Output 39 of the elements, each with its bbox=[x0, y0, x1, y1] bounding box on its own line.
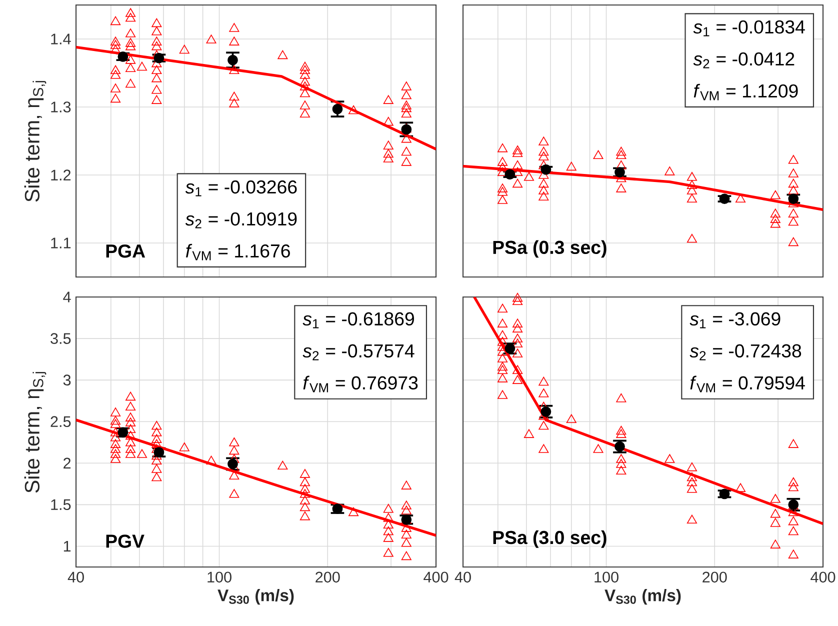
x-tick-label: 100 bbox=[594, 572, 618, 583]
x-tick-label: 40 bbox=[68, 572, 84, 583]
annotation: f$_{VM}$ = 0.79594 bbox=[690, 376, 805, 392]
x-tick-label: 200 bbox=[316, 572, 340, 583]
y-tick-label: 1.4 bbox=[51, 34, 71, 44]
x-tick-label: 40 bbox=[454, 572, 471, 583]
y-tick-label: 1.1 bbox=[51, 238, 71, 248]
annotation: s$_{2}$ = -0.0412 bbox=[693, 52, 794, 68]
annotation: s$_{1}$ = -0.01834 bbox=[693, 20, 805, 36]
y-tick-label: 1 bbox=[64, 540, 71, 552]
annotation: PSa (0.3 sec) bbox=[493, 240, 606, 258]
annotation: s$_{2}$ = -0.57574 bbox=[302, 344, 414, 360]
y-tick-label: 3.5 bbox=[50, 333, 71, 344]
annotation: f$_{VM}$ = 1.1676 bbox=[186, 244, 290, 260]
x-tick-label: 200 bbox=[702, 572, 727, 583]
y-tick-label: 1.2 bbox=[51, 170, 71, 180]
y-tick-label: 2.5 bbox=[50, 416, 71, 428]
y-axis-title: Site term, η$_{S,j}$ bbox=[24, 81, 46, 202]
annotation: s$_{2}$ = -0.10919 bbox=[185, 212, 297, 228]
y-tick-label: 1.3 bbox=[51, 102, 71, 112]
annotation: f$_{VM}$ = 0.76973 bbox=[303, 376, 418, 392]
annotation: s$_{2}$ = -0.72438 bbox=[690, 344, 802, 360]
y-tick-label: 1.5 bbox=[51, 499, 71, 510]
y-axis-title: Site term, η$_{S,j}$ bbox=[24, 372, 46, 493]
y-tick-label: 3 bbox=[63, 374, 71, 386]
y-tick-label: 4 bbox=[63, 292, 71, 302]
annotation: PGV bbox=[106, 534, 144, 548]
annotation: PGA bbox=[106, 244, 146, 258]
x-tick-label: 400 bbox=[424, 572, 448, 583]
x-tick-label: 100 bbox=[208, 572, 232, 583]
x-tick-label: 400 bbox=[810, 572, 836, 583]
annotation: s$_{1}$ = -0.03266 bbox=[185, 180, 297, 196]
annotation: f$_{VM}$ = 1.1209 bbox=[694, 84, 798, 100]
y-tick-label: 2 bbox=[64, 458, 71, 469]
x-axis-title: V$_{S30}$ (m/s) bbox=[218, 589, 294, 605]
annotation: s$_{1}$ = -3.069 bbox=[690, 312, 780, 328]
annotation: PSa (3.0 sec) bbox=[493, 530, 606, 548]
x-axis-title: V$_{S30}$ (m/s) bbox=[604, 589, 681, 605]
annotation: s$_{1}$ = -0.61869 bbox=[302, 312, 414, 328]
